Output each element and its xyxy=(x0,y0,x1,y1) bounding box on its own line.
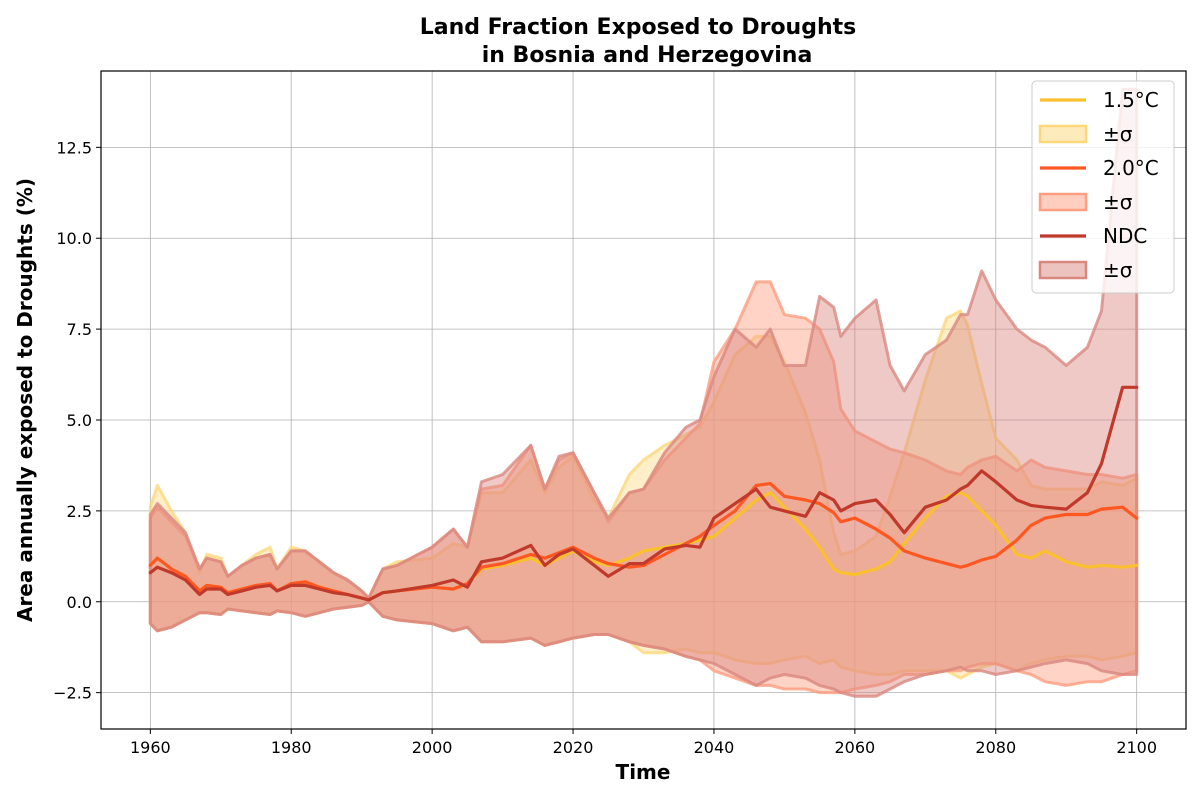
series-ndc-legend-label: NDC xyxy=(1103,224,1147,248)
series-2-0c-band-legend-label: ±σ xyxy=(1103,190,1133,214)
series-ndc-line xyxy=(148,385,1139,602)
x-tick-label: 2080 xyxy=(975,738,1016,757)
y-tick-label: 2.5 xyxy=(67,502,92,521)
legend: 1.5°C ±σ 2.0°C ±σ NDC ±σ xyxy=(1031,80,1175,294)
series-ndc-band-legend-label: ±σ xyxy=(1103,258,1133,282)
x-axis-ticks: 1960 1980 2000 2020 2040 2060 2080 2100 xyxy=(130,729,1157,757)
series-1-5c-legend-label: 1.5°C xyxy=(1103,88,1159,112)
series-2-0c-legend-label: 2.0°C xyxy=(1103,156,1159,180)
plot-frame xyxy=(100,70,1187,730)
y-tick-label: 7.5 xyxy=(67,320,92,339)
y-tick-label: 5.0 xyxy=(67,411,92,430)
y-tick-label: 0.0 xyxy=(67,593,92,612)
x-tick-label: 2060 xyxy=(835,738,876,757)
x-tick-label: 2100 xyxy=(1116,738,1157,757)
x-tick-label: 2020 xyxy=(553,738,594,757)
series-lines xyxy=(148,385,1139,602)
x-tick-label: 1960 xyxy=(130,738,171,757)
chart-title-line2: in Bosnia and Herzegovina xyxy=(482,43,813,68)
y-axis-ticks: −2.5 0.0 2.5 5.0 7.5 10.0 12.5 xyxy=(53,138,101,703)
chart-title-line1: Land Fraction Exposed to Droughts xyxy=(420,15,857,40)
x-tick-label: 2040 xyxy=(694,738,735,757)
series-ndc-band-legend-swatch xyxy=(1038,260,1088,280)
series-1-5c-band-legend-swatch xyxy=(1038,124,1088,144)
y-tick-label: 10.0 xyxy=(56,229,92,248)
x-tick-label: 2000 xyxy=(412,738,453,757)
y-tick-label: −2.5 xyxy=(53,684,92,703)
series-1-5c-band-legend-label: ±σ xyxy=(1103,122,1133,146)
y-axis-label: Area annually exposed to Droughts (%) xyxy=(13,178,37,622)
series-ndc-band xyxy=(148,87,1139,698)
grid xyxy=(101,71,1186,729)
x-tick-label: 1980 xyxy=(271,738,312,757)
x-axis-label: Time xyxy=(616,760,671,784)
y-tick-label: 12.5 xyxy=(56,138,92,157)
sigma-bands xyxy=(148,87,1139,698)
series-2-0c-band-legend-swatch xyxy=(1038,192,1088,212)
